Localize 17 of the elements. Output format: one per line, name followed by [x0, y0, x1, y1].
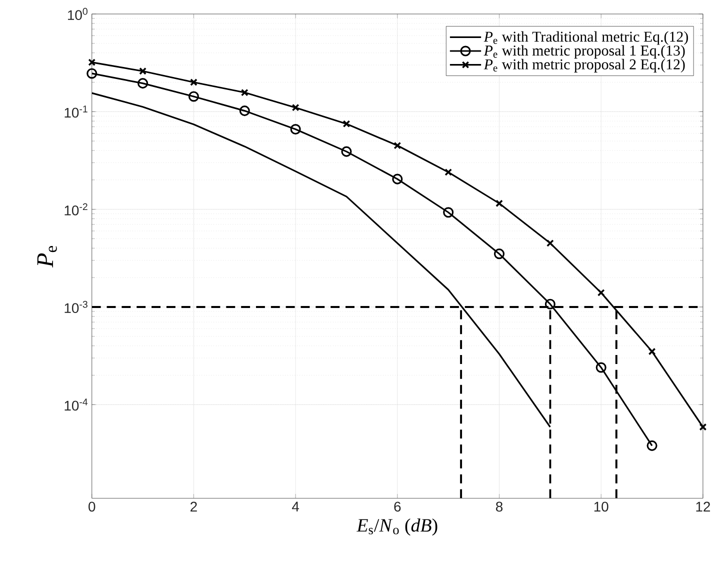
- x-tick-label: 8: [496, 502, 503, 512]
- x-tick-label: 4: [292, 502, 300, 512]
- legend-label: P$_{e}$ with metric proposal 2 Eq.(12): [484, 58, 685, 72]
- x-tick-label: 0: [88, 502, 96, 512]
- legend-label: P$_{e}$ with metric proposal 1 Eq.(13): [484, 45, 685, 59]
- y-tick-label: 10$^{-1}$: [64, 106, 88, 118]
- y-tick-label: 10$^{-2}$: [64, 203, 88, 216]
- y-axis-title: P$_{e}$: [37, 246, 57, 268]
- y-tick-label: 10$^{-4}$: [64, 398, 88, 411]
- x-tick-label: 10: [594, 502, 608, 512]
- x-tick-label: 12: [696, 502, 710, 512]
- x-tick-label: 2: [190, 502, 197, 512]
- x-axis-title: E$_{s}$/N$_{o}$ (dB): [356, 518, 438, 536]
- legend-label: P$_{e}$ with Traditional metric Eq.(12): [484, 31, 688, 45]
- x-tick-label: 6: [394, 502, 401, 512]
- y-tick-label: 10$^{0}$: [68, 8, 88, 20]
- y-tick-label: 10$^{-3}$: [64, 300, 88, 313]
